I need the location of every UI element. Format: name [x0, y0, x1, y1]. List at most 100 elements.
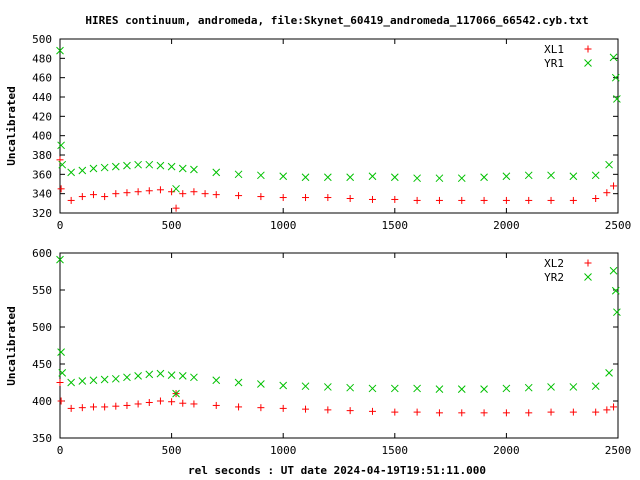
bottom-point-xl2	[346, 407, 354, 415]
top-point-xl1	[302, 194, 310, 202]
top-ytick-label: 420	[32, 110, 52, 123]
bottom-point-xl2	[101, 403, 109, 411]
bottom-point-xl2	[458, 409, 466, 417]
bottom-xtick-label: 500	[162, 444, 182, 457]
top-point-yr1	[413, 174, 421, 183]
bottom-point-xl2	[179, 399, 187, 407]
bottom-ytick-label: 500	[32, 321, 52, 334]
top-point-yr1	[547, 171, 555, 180]
bottom-point-xl2	[190, 400, 198, 408]
top-point-xl1	[57, 185, 65, 193]
bottom-point-xl2	[279, 404, 287, 412]
top-xtick-label: 2000	[493, 219, 520, 232]
top-point-yr1	[435, 174, 444, 183]
bottom-legend-marker-yr2	[584, 273, 592, 281]
top-point-yr1	[172, 184, 180, 193]
top-point-xl1	[172, 204, 180, 212]
top-point-yr1	[591, 171, 600, 180]
top-point-yr1	[279, 172, 288, 181]
top-point-xl1	[78, 193, 86, 201]
bottom-point-yr2	[279, 381, 288, 390]
bottom-ytick-label: 450	[32, 358, 52, 371]
top-plot-frame	[59, 38, 619, 214]
top-ytick-label: 480	[32, 52, 52, 65]
bottom-point-yr2	[67, 378, 76, 387]
bottom-point-xl2	[257, 404, 265, 412]
bottom-point-yr2	[524, 383, 533, 392]
bottom-point-xl2	[302, 405, 310, 413]
bottom-point-xl2	[413, 408, 421, 416]
bottom-point-xl2	[502, 409, 510, 417]
bottom-point-yr2	[212, 376, 221, 385]
bottom-point-xl2	[435, 409, 443, 417]
top-point-yr1	[111, 162, 120, 171]
top-point-xl1	[112, 190, 120, 198]
top-y-axis-label: Uncalibrated	[5, 86, 18, 165]
top-point-xl1	[156, 186, 164, 194]
bottom-xtick-label: 1500	[382, 444, 409, 457]
bottom-point-yr2	[234, 378, 243, 387]
top-xtick-label: 500	[162, 219, 182, 232]
bottom-point-yr2	[480, 385, 488, 394]
top-xtick-label: 2500	[605, 219, 632, 232]
top-legend-marker-xl1	[584, 45, 592, 53]
bottom-point-xl2	[67, 404, 75, 412]
top-point-yr1	[156, 161, 165, 170]
chart-title: HIRES continuum, andromeda, file:Skynet_…	[85, 14, 588, 27]
bottom-point-xl2	[112, 402, 120, 410]
top-ytick-label: 340	[32, 188, 52, 201]
top-point-yr1	[480, 173, 488, 182]
bottom-point-yr2	[178, 371, 187, 380]
bottom-point-yr2	[190, 373, 198, 382]
top-point-xl1	[480, 196, 488, 204]
top-point-yr1	[123, 161, 131, 170]
bottom-point-xl2	[89, 403, 97, 411]
bottom-point-yr2	[611, 286, 620, 295]
top-point-xl1	[502, 196, 510, 204]
top-point-xl1	[413, 196, 421, 204]
bottom-point-xl2	[235, 403, 243, 411]
top-point-xl1	[201, 190, 209, 198]
bottom-ytick-label: 600	[32, 247, 52, 260]
bottom-point-xl2	[78, 404, 86, 412]
bottom-point-yr2	[134, 371, 142, 380]
top-point-xl1	[67, 196, 75, 204]
top-point-yr1	[234, 170, 243, 179]
bottom-point-yr2	[605, 369, 613, 377]
x-axis-label: rel seconds : UT date 2024-04-19T19:51:1…	[188, 464, 486, 477]
bottom-point-yr2	[609, 266, 618, 275]
bottom-legend-marker-xl2	[584, 259, 592, 267]
top-point-xl1	[179, 190, 187, 198]
top-point-yr1	[57, 141, 65, 150]
top-legend-marker-yr1	[584, 59, 592, 67]
top-ytick-label: 440	[32, 91, 52, 104]
bottom-point-xl2	[480, 409, 488, 417]
top-point-yr1	[301, 173, 310, 182]
bottom-xtick-label: 1000	[270, 444, 297, 457]
top-point-yr1	[212, 168, 221, 177]
top-point-xl1	[610, 182, 618, 190]
top-point-xl1	[525, 196, 533, 204]
bottom-point-yr2	[167, 371, 176, 379]
bottom-point-xl2	[547, 408, 555, 416]
bottom-point-yr2	[78, 377, 87, 385]
bottom-point-yr2	[58, 369, 67, 377]
top-point-yr1	[100, 163, 109, 172]
top-point-yr1	[56, 46, 64, 55]
bottom-point-xl2	[610, 403, 618, 411]
bottom-point-yr2	[547, 383, 555, 391]
top-ytick-label: 320	[32, 207, 52, 220]
top-legend-label-yr1: YR1	[544, 57, 564, 70]
top-point-xl1	[212, 191, 220, 199]
top-ytick-label: 380	[32, 149, 52, 162]
top-point-yr1	[502, 172, 511, 181]
top-point-xl1	[435, 196, 443, 204]
top-point-yr1	[390, 173, 399, 182]
top-xtick-label: 1500	[382, 219, 409, 232]
top-point-yr1	[346, 173, 355, 182]
top-point-yr1	[323, 173, 332, 182]
bottom-point-yr2	[390, 384, 399, 393]
top-point-xl1	[592, 195, 600, 202]
bottom-point-yr2	[100, 375, 109, 384]
